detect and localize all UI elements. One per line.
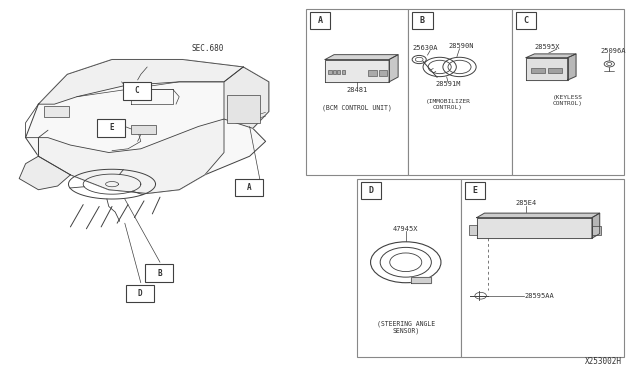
- Polygon shape: [19, 156, 70, 190]
- Text: C: C: [134, 86, 140, 95]
- Text: 28590N: 28590N: [448, 44, 474, 49]
- Bar: [328, 70, 332, 74]
- Text: B: B: [420, 16, 425, 25]
- Polygon shape: [224, 67, 269, 128]
- FancyBboxPatch shape: [516, 12, 536, 29]
- FancyBboxPatch shape: [361, 182, 381, 199]
- Bar: [469, 225, 477, 235]
- Text: C: C: [524, 16, 529, 25]
- Text: (IMMOBILIZER
CONTROL): (IMMOBILIZER CONTROL): [426, 99, 470, 110]
- FancyBboxPatch shape: [235, 179, 263, 196]
- Text: (BCM CONTROL UNIT): (BCM CONTROL UNIT): [323, 105, 392, 111]
- Text: E: E: [109, 124, 114, 132]
- Bar: [227, 95, 260, 123]
- Text: A: A: [317, 16, 323, 25]
- Text: X253002H: X253002H: [585, 357, 622, 366]
- Polygon shape: [411, 277, 431, 283]
- Text: (STEERING ANGLE
SENSOR): (STEERING ANGLE SENSOR): [377, 320, 435, 334]
- Text: SEC.680: SEC.680: [192, 44, 225, 53]
- FancyBboxPatch shape: [126, 285, 154, 302]
- FancyBboxPatch shape: [465, 182, 485, 199]
- Text: 25630A: 25630A: [413, 45, 438, 51]
- Bar: [408, 9, 512, 175]
- FancyBboxPatch shape: [412, 12, 433, 29]
- Bar: [131, 125, 156, 134]
- Polygon shape: [389, 55, 398, 82]
- Polygon shape: [526, 58, 568, 80]
- Text: D: D: [138, 289, 143, 298]
- Polygon shape: [38, 60, 243, 104]
- Bar: [379, 70, 387, 76]
- FancyBboxPatch shape: [97, 119, 125, 137]
- Text: 28595X: 28595X: [534, 44, 560, 50]
- Polygon shape: [568, 54, 576, 80]
- Polygon shape: [526, 54, 576, 58]
- Bar: [548, 68, 562, 73]
- Polygon shape: [26, 60, 269, 193]
- Polygon shape: [477, 218, 592, 238]
- Bar: [333, 70, 336, 74]
- Polygon shape: [325, 55, 398, 60]
- Bar: [592, 226, 601, 235]
- Bar: [44, 106, 69, 117]
- Polygon shape: [38, 119, 224, 193]
- Text: E: E: [472, 186, 477, 195]
- Text: (KEYLESS
CONTROL): (KEYLESS CONTROL): [553, 95, 582, 106]
- Text: A: A: [246, 183, 252, 192]
- Text: 28595AA: 28595AA: [525, 294, 554, 299]
- Text: 25096A: 25096A: [600, 48, 626, 54]
- Bar: [531, 68, 545, 73]
- Bar: [306, 9, 408, 175]
- Text: 28481: 28481: [346, 87, 368, 93]
- Text: 28591M: 28591M: [435, 81, 461, 87]
- Text: 285E4: 285E4: [515, 201, 537, 206]
- FancyBboxPatch shape: [310, 12, 330, 29]
- Polygon shape: [325, 60, 389, 82]
- FancyBboxPatch shape: [123, 82, 151, 100]
- Bar: [461, 179, 624, 357]
- Text: 47945X: 47945X: [393, 226, 419, 232]
- Bar: [337, 70, 340, 74]
- Bar: [512, 9, 624, 175]
- Bar: [342, 70, 345, 74]
- FancyBboxPatch shape: [145, 264, 173, 282]
- Text: D: D: [369, 186, 374, 195]
- Polygon shape: [592, 213, 600, 238]
- Polygon shape: [477, 213, 600, 218]
- Bar: [368, 70, 377, 76]
- Bar: [357, 179, 461, 357]
- Text: B: B: [157, 269, 162, 278]
